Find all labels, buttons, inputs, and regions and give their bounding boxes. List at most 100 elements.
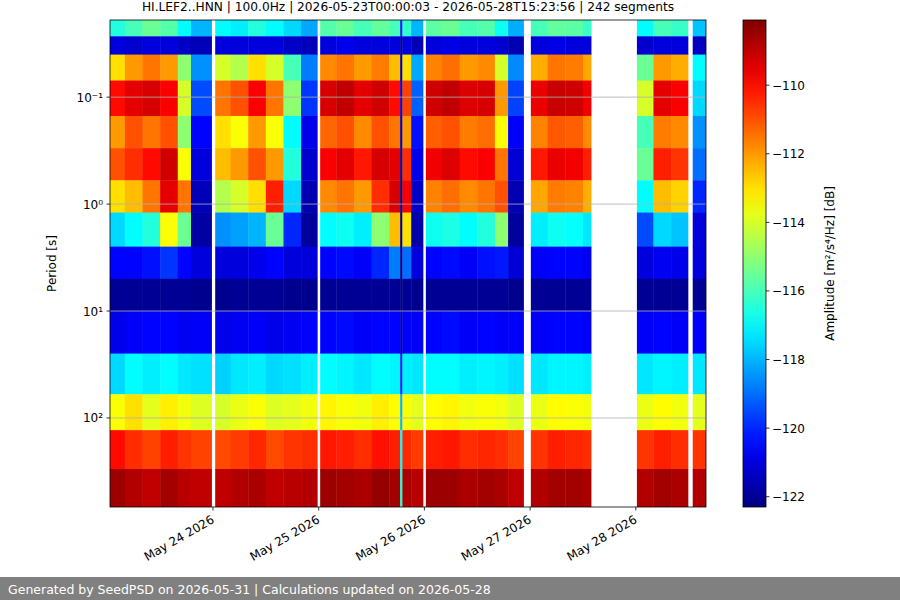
- cell: [531, 247, 548, 280]
- cell: [477, 116, 495, 149]
- cell: [110, 148, 125, 181]
- cell: [372, 469, 390, 507]
- cell: [283, 394, 301, 430]
- cell: [402, 36, 411, 55]
- cell: [508, 430, 524, 469]
- cell: [402, 81, 411, 117]
- cell: [231, 36, 249, 55]
- cell: [426, 55, 443, 81]
- cell: [320, 394, 337, 430]
- cell: [442, 247, 460, 280]
- cell: [372, 394, 390, 430]
- cell: [426, 311, 443, 354]
- cell: [460, 430, 478, 469]
- cell: [354, 36, 372, 55]
- cell: [354, 311, 372, 354]
- y-tick-label: 10¹: [83, 305, 103, 319]
- cell: [531, 55, 548, 81]
- cell: [178, 81, 192, 117]
- cell: [565, 311, 583, 354]
- cell: [336, 279, 354, 312]
- cell: [495, 36, 509, 55]
- cell: [160, 213, 178, 247]
- cell: [143, 180, 161, 213]
- cell: [178, 36, 192, 55]
- cell: [354, 55, 372, 81]
- cell: [354, 180, 372, 213]
- cell: [191, 311, 212, 354]
- cell: [301, 55, 318, 81]
- colorbar-tick: [766, 290, 770, 291]
- cell: [411, 213, 423, 247]
- cell: [477, 213, 495, 247]
- cell: [143, 247, 161, 280]
- cell: [460, 116, 478, 149]
- cell: [372, 430, 390, 469]
- cell: [442, 116, 460, 149]
- cell: [178, 469, 192, 507]
- cell: [389, 213, 400, 247]
- cell: [565, 247, 583, 280]
- cell: [110, 354, 125, 395]
- cell: [442, 311, 460, 354]
- cell: [653, 279, 671, 312]
- cell: [693, 36, 706, 55]
- cell: [231, 247, 249, 280]
- x-tick-label: May 24 2026: [142, 512, 217, 563]
- cell: [653, 180, 671, 213]
- cell: [143, 55, 161, 81]
- cell: [442, 279, 460, 312]
- cell: [389, 36, 400, 55]
- cell: [402, 394, 411, 430]
- cell: [372, 20, 390, 37]
- cell: [160, 394, 178, 430]
- cell: [354, 20, 372, 37]
- cell: [231, 430, 249, 469]
- cell: [178, 311, 192, 354]
- cell: [336, 36, 354, 55]
- cell: [354, 148, 372, 181]
- cell: [266, 20, 284, 37]
- cell: [301, 81, 318, 117]
- cell: [693, 148, 706, 181]
- cell: [495, 394, 509, 430]
- cell: [402, 311, 411, 354]
- colorbar-tick-label: −114: [772, 216, 805, 230]
- cell: [426, 430, 443, 469]
- cell: [301, 213, 318, 247]
- cell: [110, 311, 125, 354]
- cell: [160, 279, 178, 312]
- cell: [266, 213, 284, 247]
- y-tick: [107, 417, 111, 418]
- cell: [565, 430, 583, 469]
- cell: [411, 247, 423, 280]
- cell: [495, 247, 509, 280]
- cell: [426, 116, 443, 149]
- cell: [191, 394, 212, 430]
- cell: [125, 247, 143, 280]
- cell: [671, 311, 688, 354]
- cell: [442, 81, 460, 117]
- cell: [583, 394, 591, 430]
- x-tick-label: May 28 2026: [565, 512, 640, 563]
- cell: [411, 469, 423, 507]
- cell: [266, 430, 284, 469]
- cell: [354, 279, 372, 312]
- cell: [402, 148, 411, 181]
- cell: [411, 394, 423, 430]
- cell: [336, 430, 354, 469]
- cell: [389, 354, 400, 395]
- cell: [637, 430, 654, 469]
- cell: [320, 430, 337, 469]
- cell: [442, 148, 460, 181]
- cell: [402, 430, 411, 469]
- cell: [671, 55, 688, 81]
- cell: [671, 469, 688, 507]
- colorbar-tick: [766, 359, 770, 360]
- cell: [110, 394, 125, 430]
- cell: [693, 20, 706, 37]
- cell: [301, 469, 318, 507]
- cell: [178, 394, 192, 430]
- cell: [477, 180, 495, 213]
- cell: [411, 430, 423, 469]
